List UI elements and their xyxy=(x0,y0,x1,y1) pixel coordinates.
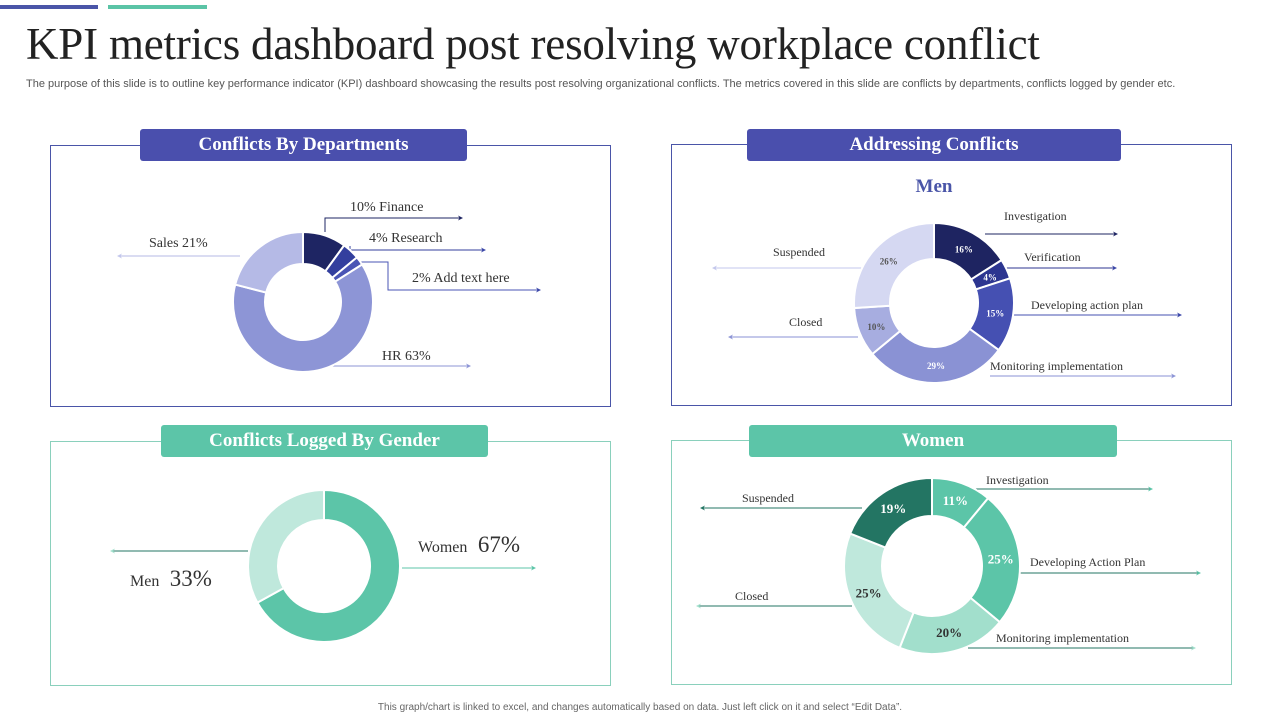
label-sales: Sales 21% xyxy=(149,236,208,251)
gender-header: Conflicts Logged By Gender xyxy=(161,425,488,457)
men-pct-suspended: 26% xyxy=(880,257,898,267)
men-connectors xyxy=(712,231,1182,379)
footer-note: This graph/chart is linked to excel, and… xyxy=(377,702,903,713)
label-gender-women-name: Women xyxy=(418,539,467,556)
label-research: 4% Research xyxy=(369,231,442,246)
label-gender-men-value: 33% xyxy=(170,566,212,591)
departments-slice-sales xyxy=(233,230,304,294)
addressing-header: Addressing Conflicts xyxy=(747,129,1121,161)
gender-connectors xyxy=(110,548,536,571)
gender-labels: Women 67% Men 33% xyxy=(130,532,520,591)
women-label-investigation: Investigation xyxy=(986,473,1049,487)
men-pct-verification: 4% xyxy=(983,273,997,283)
men-pct-closed: 10% xyxy=(867,322,885,332)
women-pct-monitoring-implementation: 20% xyxy=(936,625,962,640)
connector-research xyxy=(349,246,486,253)
women-pct-developing-action-plan: 25% xyxy=(988,552,1014,567)
men-slice-monitoring-implementation xyxy=(870,327,1001,384)
accent-bar-blue xyxy=(0,5,98,9)
label-hr: HR 63% xyxy=(382,349,431,364)
women-pct-investigation: 11% xyxy=(943,493,968,508)
gender-slice-men xyxy=(247,488,325,604)
women-slice-suspended xyxy=(848,476,933,549)
women-pct-closed: 25% xyxy=(856,585,882,600)
men-label-investigation: Investigation xyxy=(1004,209,1067,223)
page-title: KPI metrics dashboard post resolving wor… xyxy=(26,19,1040,69)
women-connectors xyxy=(696,486,1201,651)
label-gender-women: Women 67% xyxy=(418,532,520,557)
women-labels: Investigation Developing Action Plan Mon… xyxy=(735,473,1145,645)
connector-finance xyxy=(324,215,463,232)
men-pct-investigation: 16% xyxy=(955,245,973,255)
label-gender-women-value: 67% xyxy=(478,532,520,557)
label-gender-men-name: Men xyxy=(130,573,159,590)
women-label-suspended: Suspended xyxy=(742,491,794,505)
men-label-closed: Closed xyxy=(789,315,822,329)
departments-labels: 10% Finance 4% Research 2% Add text here… xyxy=(149,200,510,364)
men-pct-monitoring-implementation: 29% xyxy=(927,361,945,371)
men-slice-suspended xyxy=(853,221,935,310)
women-label-closed: Closed xyxy=(735,589,768,603)
gender-slice-women xyxy=(256,488,401,643)
connector-add-text xyxy=(360,261,541,293)
women-header: Women xyxy=(749,425,1117,457)
accent-bar-green xyxy=(108,5,207,9)
gender-panel xyxy=(50,441,611,686)
men-labels: Investigation Verification Developing ac… xyxy=(773,209,1143,373)
departments-header: Conflicts By Departments xyxy=(140,129,467,161)
label-add-text: 2% Add text here xyxy=(412,271,510,286)
label-gender-men: Men 33% xyxy=(130,566,212,591)
label-finance: 10% Finance xyxy=(350,200,423,215)
men-pct-developing-action-plan: 15% xyxy=(986,309,1004,319)
women-label-developing: Developing Action Plan xyxy=(1030,555,1145,569)
men-label-suspended: Suspended xyxy=(773,245,825,259)
page-subtitle: The purpose of this slide is to outline … xyxy=(26,78,1176,90)
men-label-monitoring: Monitoring implementation xyxy=(990,359,1123,373)
women-pct-suspended: 19% xyxy=(880,501,906,516)
men-label-developing: Developing action plan xyxy=(1031,298,1143,312)
women-label-monitoring: Monitoring implementation xyxy=(996,631,1129,645)
men-label-verification: Verification xyxy=(1024,250,1081,264)
donut-charts: 16% 4% 15% 29% 10% 26% 11% 25% 20% 25% 19% xyxy=(232,221,1021,655)
men-title: Men xyxy=(916,176,953,197)
departments-slice-hr xyxy=(232,263,374,373)
